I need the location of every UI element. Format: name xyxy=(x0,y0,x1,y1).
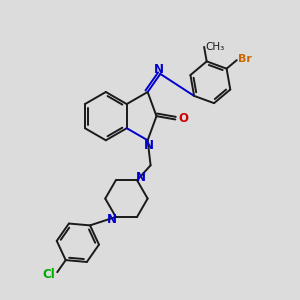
Text: O: O xyxy=(179,112,189,125)
Text: N: N xyxy=(136,171,146,184)
Text: N: N xyxy=(106,213,116,226)
Text: N: N xyxy=(154,63,164,76)
Text: Br: Br xyxy=(238,54,252,64)
Text: Cl: Cl xyxy=(42,268,55,281)
Text: N: N xyxy=(144,139,154,152)
Text: CH₃: CH₃ xyxy=(206,42,225,52)
